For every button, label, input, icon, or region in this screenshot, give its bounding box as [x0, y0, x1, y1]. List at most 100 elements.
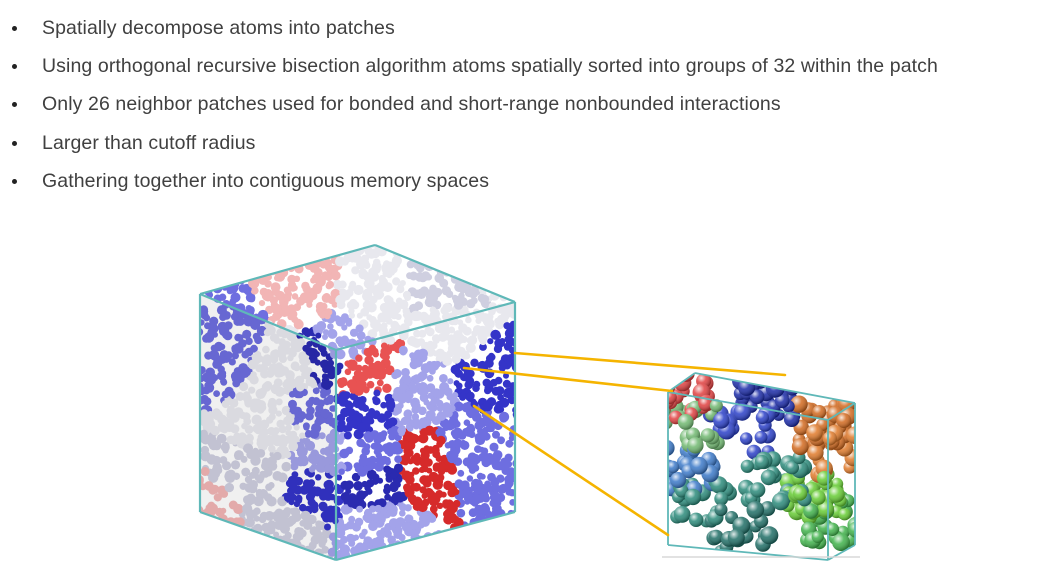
atom [313, 285, 322, 295]
atom [479, 529, 489, 538]
atom-highlight [803, 503, 819, 519]
atom [512, 543, 515, 554]
atom [264, 540, 272, 549]
atom [443, 245, 453, 252]
atom [863, 432, 875, 444]
atom [372, 396, 379, 402]
atom [397, 245, 405, 253]
atom [276, 419, 285, 429]
atom-highlight [684, 488, 702, 506]
atom [200, 276, 208, 286]
atom [259, 427, 269, 437]
bullet-text: Gathering together into contiguous memor… [42, 169, 490, 192]
atom [305, 376, 316, 387]
atom [492, 544, 501, 553]
atom [373, 360, 383, 370]
atom [201, 536, 209, 543]
atom [261, 263, 270, 272]
atom [263, 328, 272, 337]
atom [401, 368, 410, 377]
atom [384, 458, 392, 466]
box-edge [667, 391, 829, 421]
atom [207, 268, 217, 278]
atom-highlight [668, 454, 669, 467]
atom [476, 526, 483, 533]
atom [782, 375, 797, 390]
atom [506, 388, 515, 398]
atom [221, 544, 231, 553]
atom [427, 555, 435, 560]
atom [256, 475, 264, 484]
atom [378, 555, 388, 560]
left-face-shade [200, 294, 336, 560]
atom [499, 397, 510, 408]
atom [346, 379, 357, 390]
atom-highlight [698, 396, 713, 411]
atom [513, 544, 515, 551]
atom-highlight [783, 411, 800, 428]
atom [209, 316, 219, 326]
atom [366, 469, 377, 480]
atom-highlight [690, 456, 708, 475]
atom [383, 483, 391, 491]
bullet-text: Only 26 neighbor patches used for bonded… [42, 92, 781, 115]
atom [254, 351, 262, 358]
atom [334, 527, 346, 539]
atom [273, 551, 283, 560]
atom [498, 282, 506, 290]
atom [227, 405, 235, 414]
atom [436, 405, 444, 412]
atom [473, 545, 484, 556]
atom [231, 263, 242, 274]
atom [497, 406, 505, 413]
atom [512, 515, 515, 522]
atom [497, 550, 504, 557]
atom [442, 355, 453, 366]
atom [458, 548, 466, 556]
atom [202, 258, 212, 267]
atom [251, 263, 260, 273]
atom [261, 356, 272, 367]
atom [481, 533, 488, 540]
atom [511, 265, 515, 274]
atom-highlight [790, 395, 808, 413]
atom [221, 273, 231, 283]
atom [373, 389, 381, 397]
atom [250, 403, 260, 413]
atom [374, 290, 384, 300]
atom [291, 471, 299, 479]
atom [454, 300, 464, 310]
atom [499, 262, 507, 270]
atom [263, 493, 273, 502]
atom [226, 411, 234, 419]
atom [471, 412, 482, 422]
atom [200, 280, 205, 289]
atom [465, 404, 472, 411]
atom-highlight [709, 529, 724, 545]
atom [477, 537, 484, 544]
atom [400, 556, 411, 560]
atom [210, 425, 220, 436]
atom [465, 342, 476, 353]
atom [431, 246, 439, 254]
atom [316, 247, 324, 255]
atom [460, 440, 470, 450]
atom [258, 539, 267, 548]
atom [387, 535, 397, 545]
atom [453, 488, 460, 496]
atom [394, 455, 402, 463]
atom [285, 415, 295, 425]
atom [443, 514, 454, 525]
atom [268, 397, 277, 407]
bullet-text: Larger than cutoff radius [42, 131, 256, 154]
atom [502, 521, 513, 532]
atom [504, 335, 513, 344]
atom [480, 431, 489, 440]
atom [200, 247, 211, 258]
atom [418, 417, 428, 426]
atom [382, 309, 390, 317]
atom [419, 552, 429, 560]
atom [500, 246, 510, 256]
atom [247, 543, 258, 554]
atom [234, 333, 242, 342]
